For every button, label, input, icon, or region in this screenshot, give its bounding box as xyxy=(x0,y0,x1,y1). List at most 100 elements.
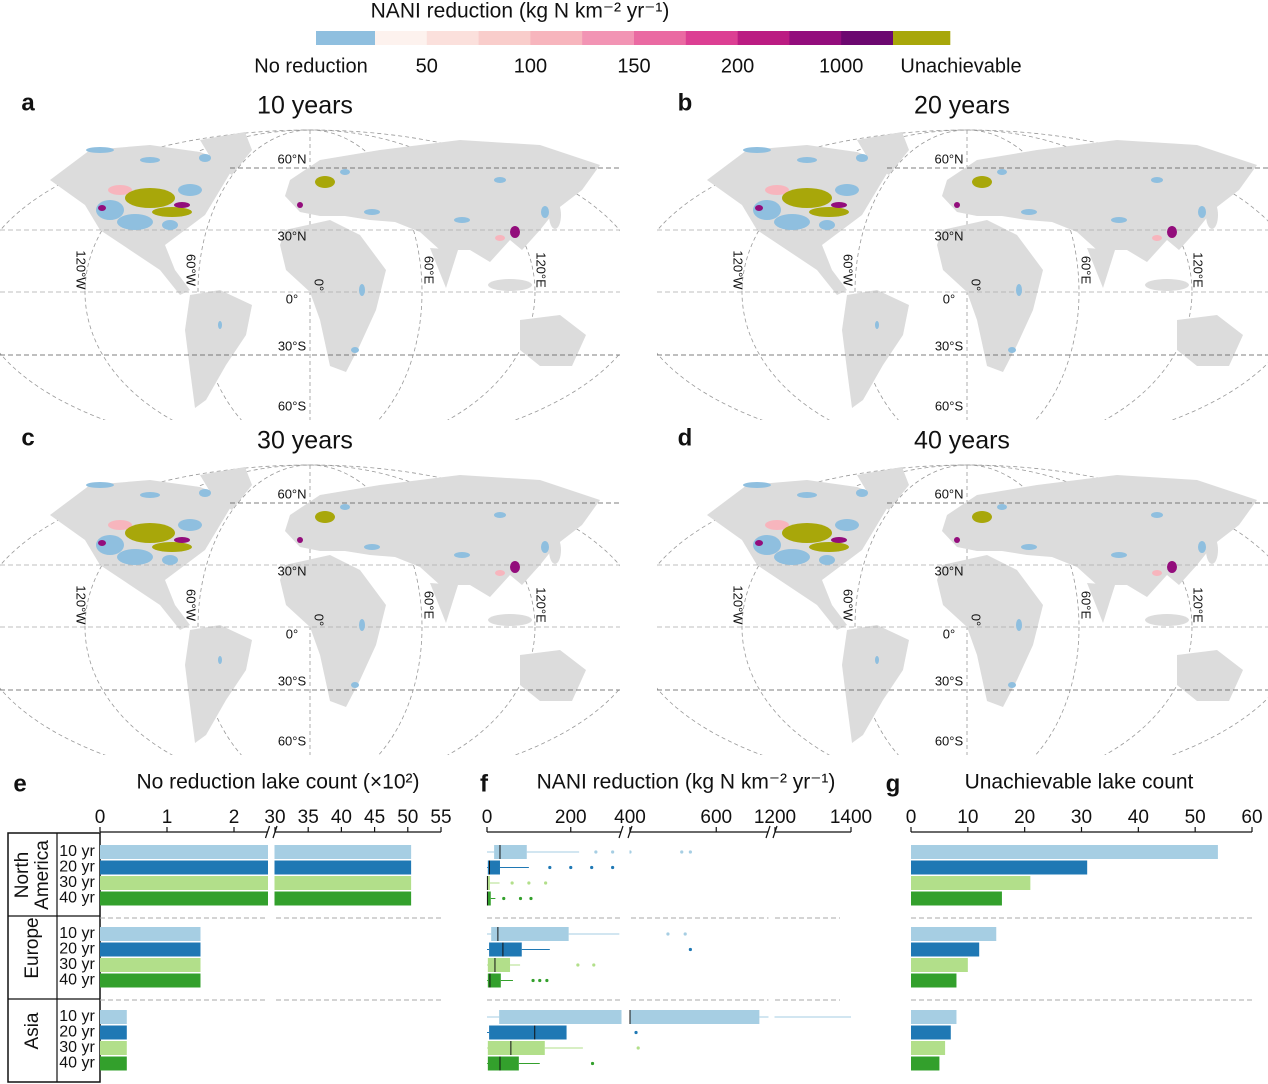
break-mark xyxy=(618,825,624,839)
outlier xyxy=(544,881,548,885)
box xyxy=(489,1025,567,1040)
outlier xyxy=(510,881,514,885)
category-label: 20 yr xyxy=(59,941,95,958)
map-title: 30 years xyxy=(257,427,353,455)
category-label: 20 yr xyxy=(59,1024,95,1041)
bar xyxy=(911,1041,946,1055)
x-tick-label: 40 xyxy=(1128,807,1149,828)
outlier xyxy=(634,1030,638,1035)
x-tick-label: 200 xyxy=(555,807,587,828)
x-tick-label: 30 xyxy=(1071,807,1092,828)
category-label: 10 yr xyxy=(59,1008,95,1025)
bar xyxy=(911,927,997,941)
category-label: 30 yr xyxy=(59,1039,95,1056)
category-label: 10 yr xyxy=(59,925,95,942)
legend-swatch xyxy=(478,31,531,45)
outlier xyxy=(594,850,598,854)
box xyxy=(491,927,569,941)
panel-letter: c xyxy=(21,424,34,451)
bar xyxy=(911,1025,951,1040)
outlier xyxy=(611,865,615,870)
outlier xyxy=(590,865,594,870)
outlier xyxy=(502,896,506,901)
map-panel: d 40 years 60°N 30°N 0° 30°S 60°S 120°W 60°W 0° 60… xyxy=(657,424,1268,755)
lon-label: 60°E xyxy=(422,256,437,285)
lat-label: 30°S xyxy=(935,673,964,688)
lat-label: 0° xyxy=(943,291,955,306)
legend-swatch xyxy=(789,31,842,45)
x-tick-label: 50 xyxy=(397,807,418,828)
map-panel: b 20 years 60°N 30°N 0° 30°S 60°S 120°W 60°W 0° 60… xyxy=(657,89,1268,420)
category-label: 40 yr xyxy=(59,972,95,989)
bar xyxy=(100,973,201,988)
lon-label: 120°W xyxy=(74,250,89,290)
legend-label: No reduction xyxy=(254,55,367,77)
bar xyxy=(100,1010,127,1024)
x-tick-label: 1200 xyxy=(754,807,796,828)
break-mark xyxy=(264,825,271,839)
outlier xyxy=(683,932,687,936)
x-tick-label: 45 xyxy=(364,807,385,828)
x-tick-label: 40 xyxy=(331,807,352,828)
box xyxy=(487,1056,519,1071)
legend-swatch xyxy=(426,31,479,45)
lon-label: 0° xyxy=(969,614,984,626)
category-label: 40 yr xyxy=(59,1055,95,1072)
box xyxy=(487,973,501,988)
lon-label: 0° xyxy=(312,279,327,291)
x-tick-label: 20 xyxy=(1014,807,1035,828)
legend-label: 200 xyxy=(721,55,754,77)
lat-label: 30°N xyxy=(277,563,306,578)
bar xyxy=(100,958,201,972)
lat-label: 60°N xyxy=(934,486,963,501)
lon-label: 60°E xyxy=(1079,256,1094,285)
bar xyxy=(100,1025,127,1040)
outlier xyxy=(529,896,533,901)
lat-label: 30°S xyxy=(278,673,307,688)
x-tick-label: 10 xyxy=(957,807,978,828)
legend-label: 50 xyxy=(416,55,438,77)
bar xyxy=(911,973,957,988)
outlier xyxy=(590,1061,595,1066)
bar xyxy=(100,927,201,941)
break-mark xyxy=(765,825,771,839)
bar xyxy=(100,942,201,957)
legend-swatch xyxy=(737,31,790,45)
category-label: 30 yr xyxy=(59,874,95,891)
bar xyxy=(911,891,1002,906)
panel-letter: a xyxy=(21,89,35,116)
x-tick-label: 30 xyxy=(264,807,285,828)
legend-swatch xyxy=(893,31,951,45)
legend-label: 100 xyxy=(514,55,547,77)
x-tick-label: 0 xyxy=(95,807,106,828)
outlier xyxy=(611,850,615,854)
box xyxy=(487,891,491,906)
lat-label: 60°S xyxy=(935,398,964,413)
legend-title: NANI reduction (kg N km⁻² yr⁻¹) xyxy=(371,0,670,23)
table-frame xyxy=(7,832,101,1083)
lat-label: 30°N xyxy=(934,228,963,243)
bar xyxy=(100,845,412,859)
map-panel: a 10 years 60°N 30°N 0° 30°S 60°S 120°W 60°W 0° 60… xyxy=(0,89,620,420)
lon-label: 60°E xyxy=(1079,591,1094,620)
bar xyxy=(911,1010,957,1024)
outlier xyxy=(666,932,670,936)
x-tick-label: 50 xyxy=(1185,807,1206,828)
outlier xyxy=(545,978,549,983)
group-label: Asia xyxy=(22,1012,43,1049)
box xyxy=(487,1041,545,1055)
lon-label: 120°W xyxy=(731,250,746,290)
axis-break xyxy=(268,836,275,1076)
chart-title: NANI reduction (kg N km⁻² yr⁻¹) xyxy=(537,771,836,794)
lat-label: 60°N xyxy=(277,151,306,166)
bar xyxy=(911,942,980,957)
outlier xyxy=(680,850,684,854)
break-mark xyxy=(272,825,278,839)
outlier xyxy=(518,896,523,901)
legend-swatch xyxy=(685,31,738,45)
outlier xyxy=(688,947,692,952)
lat-label: 30°N xyxy=(934,563,963,578)
panel-letter: f xyxy=(480,770,489,797)
lat-label: 60°S xyxy=(935,733,964,748)
